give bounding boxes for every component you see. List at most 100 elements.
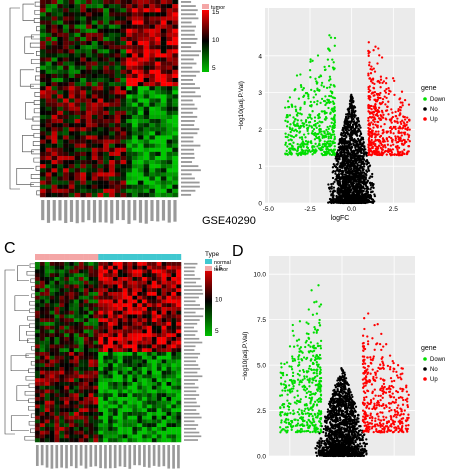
heatmap-cell xyxy=(40,102,46,107)
heatmap-cell xyxy=(59,318,65,323)
heatmap-cell xyxy=(35,355,41,360)
heatmap-cell xyxy=(69,303,75,308)
heatmap-cell xyxy=(114,61,121,66)
heatmap-cell xyxy=(122,355,128,360)
heatmap-cell xyxy=(160,45,167,50)
x-tick-label: 0.0 xyxy=(347,206,356,213)
heatmap-cell xyxy=(151,355,157,360)
heatmap-cell xyxy=(160,53,167,58)
heatmap-cell xyxy=(149,12,156,17)
heatmap-cell xyxy=(45,24,52,29)
heatmap-cell xyxy=(160,172,167,177)
heatmap-cell xyxy=(151,307,157,311)
point-no xyxy=(366,179,370,182)
heatmap-cell xyxy=(63,53,69,58)
heatmap-cell xyxy=(40,155,46,161)
point-up xyxy=(370,129,374,132)
point-no xyxy=(330,201,333,204)
point-no xyxy=(358,194,362,197)
heatmap-cell xyxy=(137,123,144,128)
heatmap-cell xyxy=(80,110,87,116)
heatmap-cell xyxy=(91,45,98,50)
point-down xyxy=(327,99,331,102)
point-down xyxy=(299,108,302,111)
heatmap-cell xyxy=(103,188,110,194)
heatmap-cell xyxy=(103,344,109,349)
point-up xyxy=(373,120,376,123)
heatmap-cell xyxy=(103,180,110,185)
point-up xyxy=(381,97,385,101)
heatmap-cell xyxy=(103,143,110,148)
heatmap-cell xyxy=(68,123,75,128)
point-down xyxy=(310,141,313,145)
heatmap-cell xyxy=(156,265,162,270)
heatmap-cell xyxy=(149,86,156,91)
point-down xyxy=(300,136,304,139)
heatmap-cell xyxy=(117,262,123,266)
point-no xyxy=(358,124,361,127)
heatmap-cell xyxy=(35,314,41,319)
heatmap-cell xyxy=(132,273,138,278)
point-up xyxy=(406,133,409,136)
point-down xyxy=(300,119,303,122)
heatmap-cell xyxy=(108,352,114,356)
heatmap-cell xyxy=(132,110,138,116)
dendrogram-branch xyxy=(30,428,35,433)
row-label-placeholder xyxy=(181,115,198,118)
heatmap-cell xyxy=(51,139,58,144)
heatmap-cell xyxy=(172,143,179,148)
heatmap-cell xyxy=(44,333,50,338)
heatmap-cell xyxy=(137,0,144,5)
heatmap-cell xyxy=(137,49,144,54)
heatmap-cell xyxy=(64,288,70,293)
dendrogram-branch xyxy=(36,26,40,32)
point-no xyxy=(348,174,351,178)
heatmap-cell xyxy=(160,0,167,5)
point-up xyxy=(406,152,409,155)
heatmap-cell xyxy=(155,160,161,165)
point-down xyxy=(301,138,304,141)
heatmap-cell xyxy=(49,355,55,360)
point-down xyxy=(296,154,300,157)
heatmap-cell xyxy=(57,164,64,169)
heatmap-cell xyxy=(83,310,89,315)
legend-marker xyxy=(423,97,427,101)
heatmap-cell xyxy=(137,90,144,95)
heatmap-cell xyxy=(40,188,46,194)
point-no xyxy=(353,155,356,159)
heatmap-cell xyxy=(64,314,70,319)
heatmap-cell xyxy=(155,41,161,46)
heatmap-cell xyxy=(166,114,173,120)
heatmap-cell xyxy=(108,307,114,311)
heatmap-cell xyxy=(35,337,41,341)
row-label-placeholder xyxy=(181,1,192,3)
point-down xyxy=(302,87,305,90)
heatmap-cell xyxy=(54,299,60,304)
heatmap-cell xyxy=(109,32,115,38)
point-down xyxy=(333,44,336,47)
point-no xyxy=(348,112,351,116)
heatmap-cell xyxy=(109,49,115,54)
point-down xyxy=(327,137,330,140)
row-label-placeholder xyxy=(181,185,200,188)
heatmap-cell xyxy=(88,344,94,349)
heatmap-cell xyxy=(51,114,58,120)
heatmap-cell xyxy=(97,188,104,194)
heatmap-cell xyxy=(137,20,144,25)
heatmap-cell xyxy=(142,352,148,356)
heatmap-cell xyxy=(49,344,55,349)
point-no xyxy=(354,141,358,144)
annotation-cell xyxy=(166,254,172,260)
heatmap-cell xyxy=(160,36,167,42)
heatmap-cell xyxy=(45,123,52,128)
heatmap-cell xyxy=(132,151,138,157)
point-down xyxy=(318,120,321,123)
heatmap-cell xyxy=(59,344,65,349)
heatmap-cell xyxy=(166,110,173,116)
heatmap-cell xyxy=(156,307,162,311)
point-down xyxy=(333,36,337,40)
dendrogram-branch xyxy=(24,36,34,54)
point-up xyxy=(394,139,397,142)
heatmap-cell xyxy=(69,314,75,319)
annotation-cell xyxy=(93,254,99,260)
